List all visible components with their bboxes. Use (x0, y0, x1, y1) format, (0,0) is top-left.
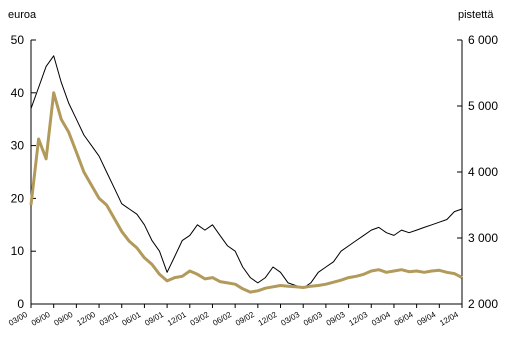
x-tick-label: 12/02 (257, 310, 279, 328)
x-tick-label: 03/01 (98, 310, 120, 328)
x-tick-label: 09/04 (415, 310, 437, 328)
x-tick-label: 03/00 (7, 310, 29, 328)
x-tick-label: 09/03 (325, 310, 347, 328)
x-tick-label: 06/04 (393, 310, 415, 328)
left-tick-label: 30 (11, 139, 25, 153)
x-tick-label: 12/01 (166, 310, 188, 328)
x-tick-label: 12/03 (347, 310, 369, 328)
x-tick-label: 12/04 (438, 310, 460, 328)
right-tick-label: 3 000 (468, 231, 498, 245)
right-tick-label: 4 000 (468, 165, 498, 179)
axes (30, 39, 463, 308)
black-series-line (30, 55, 463, 289)
x-tick-label: 03/03 (279, 310, 301, 328)
left-tick-label: 40 (11, 86, 25, 100)
x-tick-label: 06/00 (30, 310, 52, 328)
x-tick-label: 12/00 (75, 310, 97, 328)
left-tick-label: 10 (11, 244, 25, 258)
x-tick-label: 09/00 (53, 310, 75, 328)
left-tick-label: 0 (17, 297, 24, 311)
x-tick-label: 09/02 (234, 310, 256, 328)
gold-series-line (29, 91, 463, 294)
x-tick-label: 09/01 (143, 310, 165, 328)
right-tick-label: 5 000 (468, 99, 498, 113)
x-tick-label: 06/02 (211, 310, 233, 328)
x-tick-label: 03/04 (370, 310, 392, 328)
left-tick-label: 20 (11, 191, 25, 205)
left-axis-unit: euroa (8, 9, 37, 21)
tick-labels: 0 10 20 30 40 50 2 000 3 000 4 000 5 000 6 000 03/0… (7, 33, 498, 328)
left-tick-label: 50 (11, 33, 25, 47)
series-group (29, 55, 463, 294)
x-tick-label: 03/02 (189, 310, 211, 328)
right-tick-label: 6 000 (468, 33, 498, 47)
right-axis-unit: pistettä (458, 9, 494, 21)
x-tick-label: 06/03 (302, 310, 324, 328)
x-tick-label: 06/01 (121, 310, 143, 328)
right-tick-label: 2 000 (468, 297, 498, 311)
